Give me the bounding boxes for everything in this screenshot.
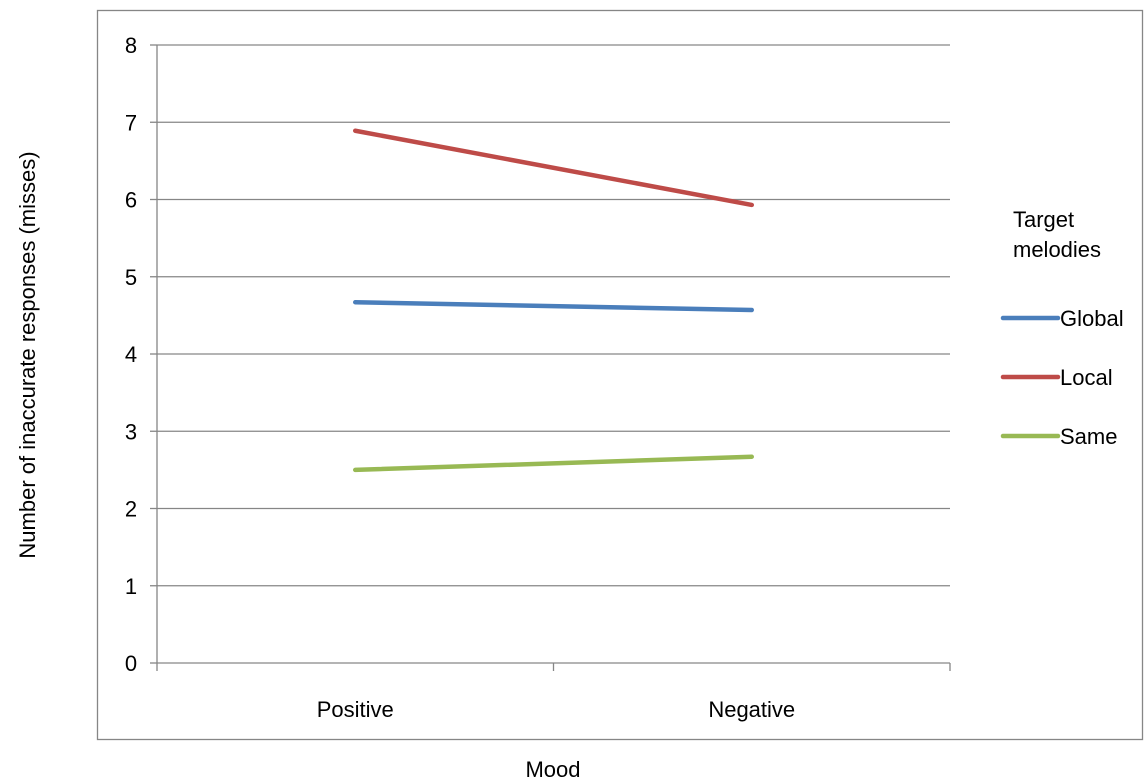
- legend: Target melodies Global Local Same: [1000, 207, 1124, 449]
- legend-title-line: Target: [1013, 207, 1074, 232]
- y-tick-label: 7: [125, 110, 137, 135]
- axes: 0 1 2 3 4 5 6 7 8 Positive Negative: [125, 33, 951, 722]
- legend-title-line: melodies: [1013, 237, 1101, 262]
- series-line-global: [353, 299, 754, 313]
- y-tick-label: 6: [125, 188, 137, 213]
- legend-label-local: Local: [1060, 365, 1113, 390]
- chart-frame: [96, 9, 1144, 741]
- legend-label-global: Global: [1060, 306, 1124, 331]
- y-tick-label: 2: [125, 497, 137, 522]
- y-axis-title: Number of inaccurate responses (misses): [15, 151, 40, 558]
- x-axis-title: Mood: [525, 757, 580, 780]
- legend-title: Target melodies: [1013, 207, 1101, 262]
- y-tick-label: 8: [125, 33, 137, 58]
- y-tick-label: 0: [125, 651, 137, 676]
- series-line-same: [353, 454, 754, 473]
- legend-label-same: Same: [1060, 424, 1117, 449]
- series-line-local: [353, 128, 754, 208]
- gridlines: [157, 44, 950, 587]
- x-tick-label: Negative: [708, 697, 795, 722]
- y-tick-label: 1: [125, 574, 137, 599]
- x-tick-label: Positive: [317, 697, 394, 722]
- y-tick-label: 3: [125, 419, 137, 444]
- y-tick-label: 5: [125, 265, 137, 290]
- y-tick-label: 4: [125, 342, 137, 367]
- series-lines: [353, 128, 754, 473]
